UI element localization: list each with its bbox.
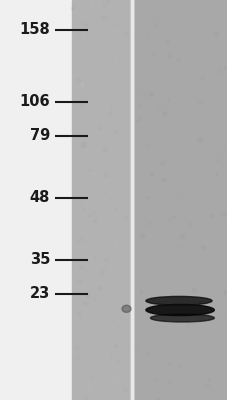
Ellipse shape	[150, 314, 213, 322]
Ellipse shape	[145, 296, 211, 305]
Text: 158: 158	[19, 22, 50, 38]
Text: 79: 79	[30, 128, 50, 144]
Text: 106: 106	[20, 94, 50, 110]
Text: 23: 23	[30, 286, 50, 302]
Bar	[0, 0, 72, 400]
Text: 35: 35	[30, 252, 50, 268]
Ellipse shape	[121, 305, 131, 312]
Bar	[72, 0, 128, 400]
Text: 48: 48	[30, 190, 50, 206]
Ellipse shape	[145, 304, 213, 316]
Bar	[134, 0, 227, 400]
